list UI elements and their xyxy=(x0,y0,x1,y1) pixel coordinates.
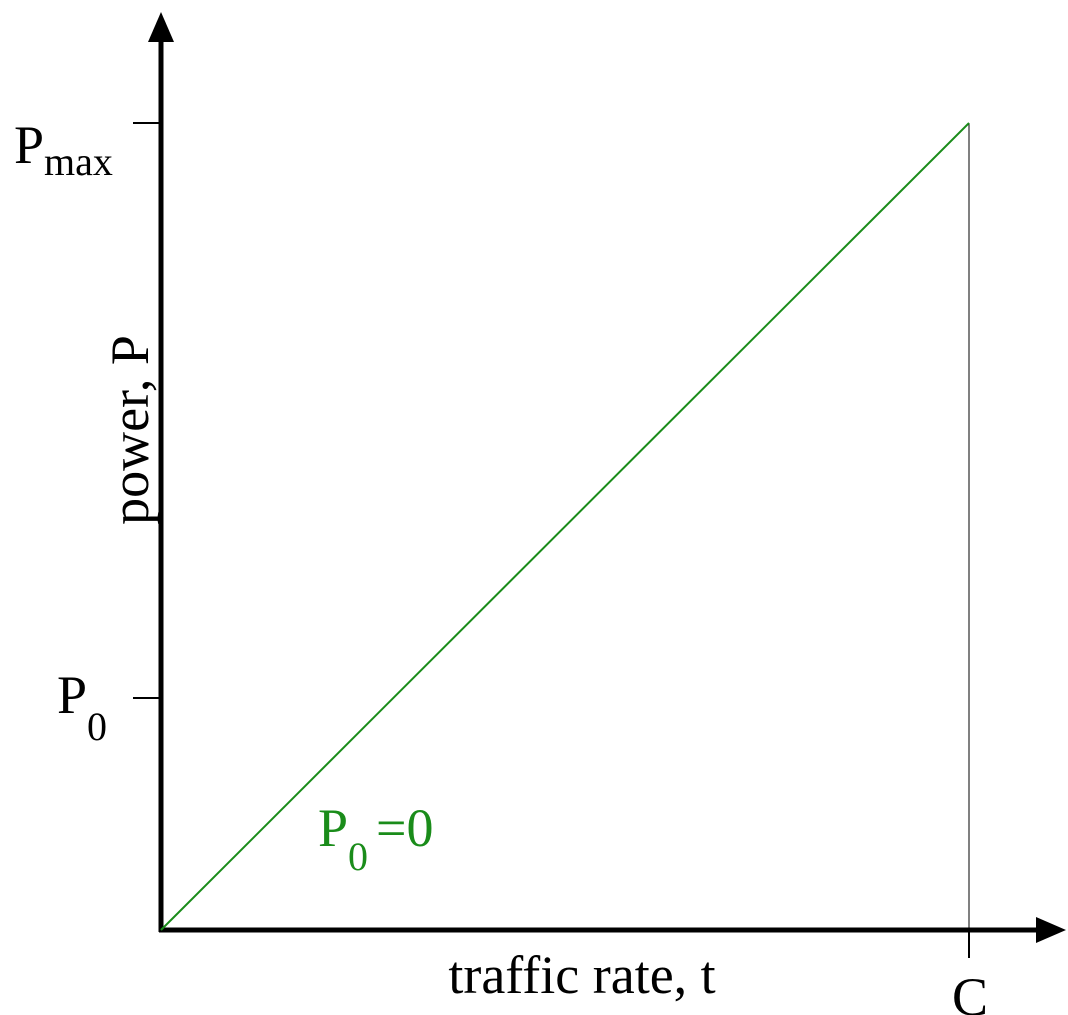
power-line xyxy=(160,122,970,931)
y-tick-label-pmax: Pmax xyxy=(14,115,113,184)
line-annotation: P0 =0 xyxy=(318,798,434,879)
x-axis-arrowhead xyxy=(1036,917,1066,943)
y-tick-label-p0: P0 xyxy=(57,665,107,749)
y-axis-label: power, P xyxy=(100,335,160,525)
x-axis-label: traffic rate, t xyxy=(448,945,715,1005)
y-axis-arrowhead xyxy=(148,12,174,42)
x-tick-label-c: C xyxy=(952,967,988,1015)
